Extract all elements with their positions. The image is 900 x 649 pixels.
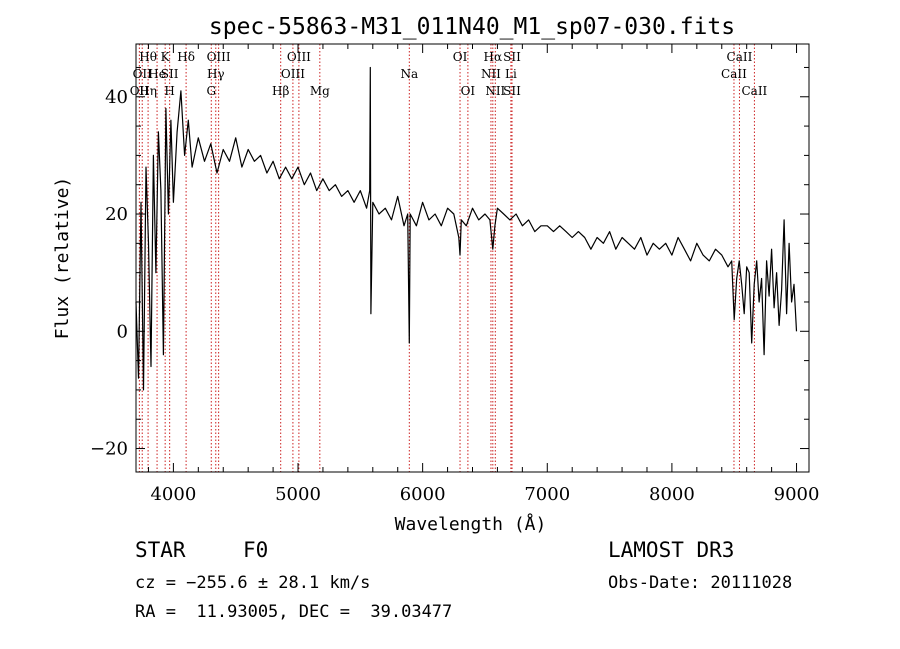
line-label-21-1: SII bbox=[503, 84, 521, 98]
axis-labels: Wavelength (Å) Flux (relative) bbox=[52, 177, 546, 535]
chart-title: spec-55863-M31_011N40_M1_sp07-030.fits bbox=[209, 14, 735, 40]
y-axis-label: Flux (relative) bbox=[52, 177, 73, 340]
line-label-19-0: NII bbox=[485, 84, 505, 98]
x-tick-label-0: 4000 bbox=[150, 484, 196, 505]
line-label-3-0: He bbox=[148, 67, 166, 81]
survey-name: LAMOST DR3 bbox=[608, 538, 735, 562]
y-tick-label-3: 40 bbox=[105, 87, 128, 108]
line-label-12-0: OIII bbox=[287, 50, 311, 64]
line-label-22-0: CaII bbox=[721, 67, 747, 81]
line-label-18-0: Hα bbox=[484, 50, 503, 64]
line-label-20-0: Li bbox=[505, 67, 517, 81]
line-label-16-0: OI bbox=[461, 84, 476, 98]
line-label-2-0: Hθ bbox=[139, 50, 157, 64]
line-label-13-0: Mg bbox=[310, 84, 330, 98]
ra-dec: RA = 11.93005, DEC = 39.03477 bbox=[135, 602, 453, 622]
line-label-6-0: Hδ bbox=[177, 50, 195, 64]
line-label-8-0: Hγ bbox=[207, 67, 225, 81]
x-tick-label-3: 7000 bbox=[524, 484, 570, 505]
redshift-cz: cz = −255.6 ± 28.1 km/s bbox=[135, 573, 371, 593]
line-label-15-0: OI bbox=[453, 50, 468, 64]
line-label-1-0: OII bbox=[133, 67, 153, 81]
plot-border bbox=[135, 43, 810, 473]
line-label-9-0: OIII bbox=[207, 50, 231, 64]
line-labels: OII OII Hθ Hη He K SII H Hδ G Hγ OIII Hβ OIII OIII Mg Na… bbox=[130, 50, 768, 98]
line-label-10-0: Hβ bbox=[272, 84, 289, 98]
x-tick-label-4: 8000 bbox=[649, 484, 695, 505]
axis-ticks: 4000 5000 6000 7000 8000 9000 −20 0 20 40 bbox=[90, 44, 819, 505]
line-markers bbox=[138, 44, 755, 472]
line-label-14-0: Na bbox=[400, 67, 418, 81]
object-class: STAR bbox=[135, 538, 186, 562]
plot-frame bbox=[135, 43, 810, 473]
x-axis-label: Wavelength (Å) bbox=[395, 513, 547, 535]
line-label-24-0: CaII bbox=[741, 84, 767, 98]
y-tick-label-0: −20 bbox=[90, 439, 128, 460]
y-tick-label-2: 20 bbox=[105, 204, 128, 225]
line-label-23-0: CaII bbox=[727, 50, 753, 64]
object-subclass: F0 bbox=[243, 538, 269, 562]
line-label-11-0: OIII bbox=[281, 67, 305, 81]
spectrum-line bbox=[135, 66, 798, 391]
obs-date: Obs-Date: 20111028 bbox=[608, 573, 793, 593]
line-label-4-0: K bbox=[161, 50, 171, 64]
spectrum-series bbox=[135, 66, 798, 391]
chart-title-text: spec-55863-M31_011N40_M1_sp07-030.fits bbox=[209, 14, 735, 40]
line-label-17-0: NII bbox=[481, 67, 501, 81]
x-tick-label-1: 5000 bbox=[275, 484, 321, 505]
x-tick-label-5: 9000 bbox=[774, 484, 820, 505]
y-tick-label-1: 0 bbox=[117, 321, 128, 342]
line-label-5-0: SII bbox=[161, 67, 179, 81]
line-label-7-0: G bbox=[206, 84, 216, 98]
line-label-21-0: SII bbox=[503, 50, 521, 64]
line-label-0-0: OII bbox=[130, 84, 150, 98]
line-label-2-1: Hη bbox=[139, 84, 157, 98]
x-tick-label-2: 6000 bbox=[400, 484, 446, 505]
line-label-5-1: H bbox=[164, 84, 174, 98]
